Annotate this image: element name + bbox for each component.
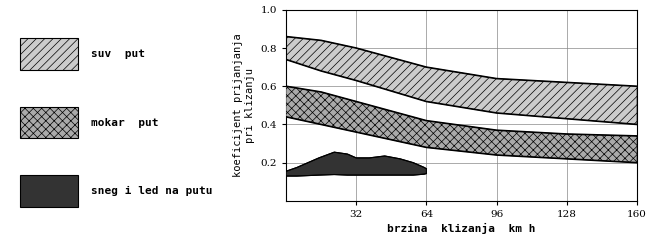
Text: sneg i led na putu: sneg i led na putu [91, 186, 213, 196]
Y-axis label: koeficijent prijanjanja
pri klizanju: koeficijent prijanjanja pri klizanju [233, 34, 255, 177]
Text: suv  put: suv put [91, 49, 145, 59]
X-axis label: brzina  klizanja  km h: brzina klizanja km h [387, 223, 536, 234]
Text: mokar  put: mokar put [91, 118, 159, 127]
Polygon shape [286, 152, 426, 176]
